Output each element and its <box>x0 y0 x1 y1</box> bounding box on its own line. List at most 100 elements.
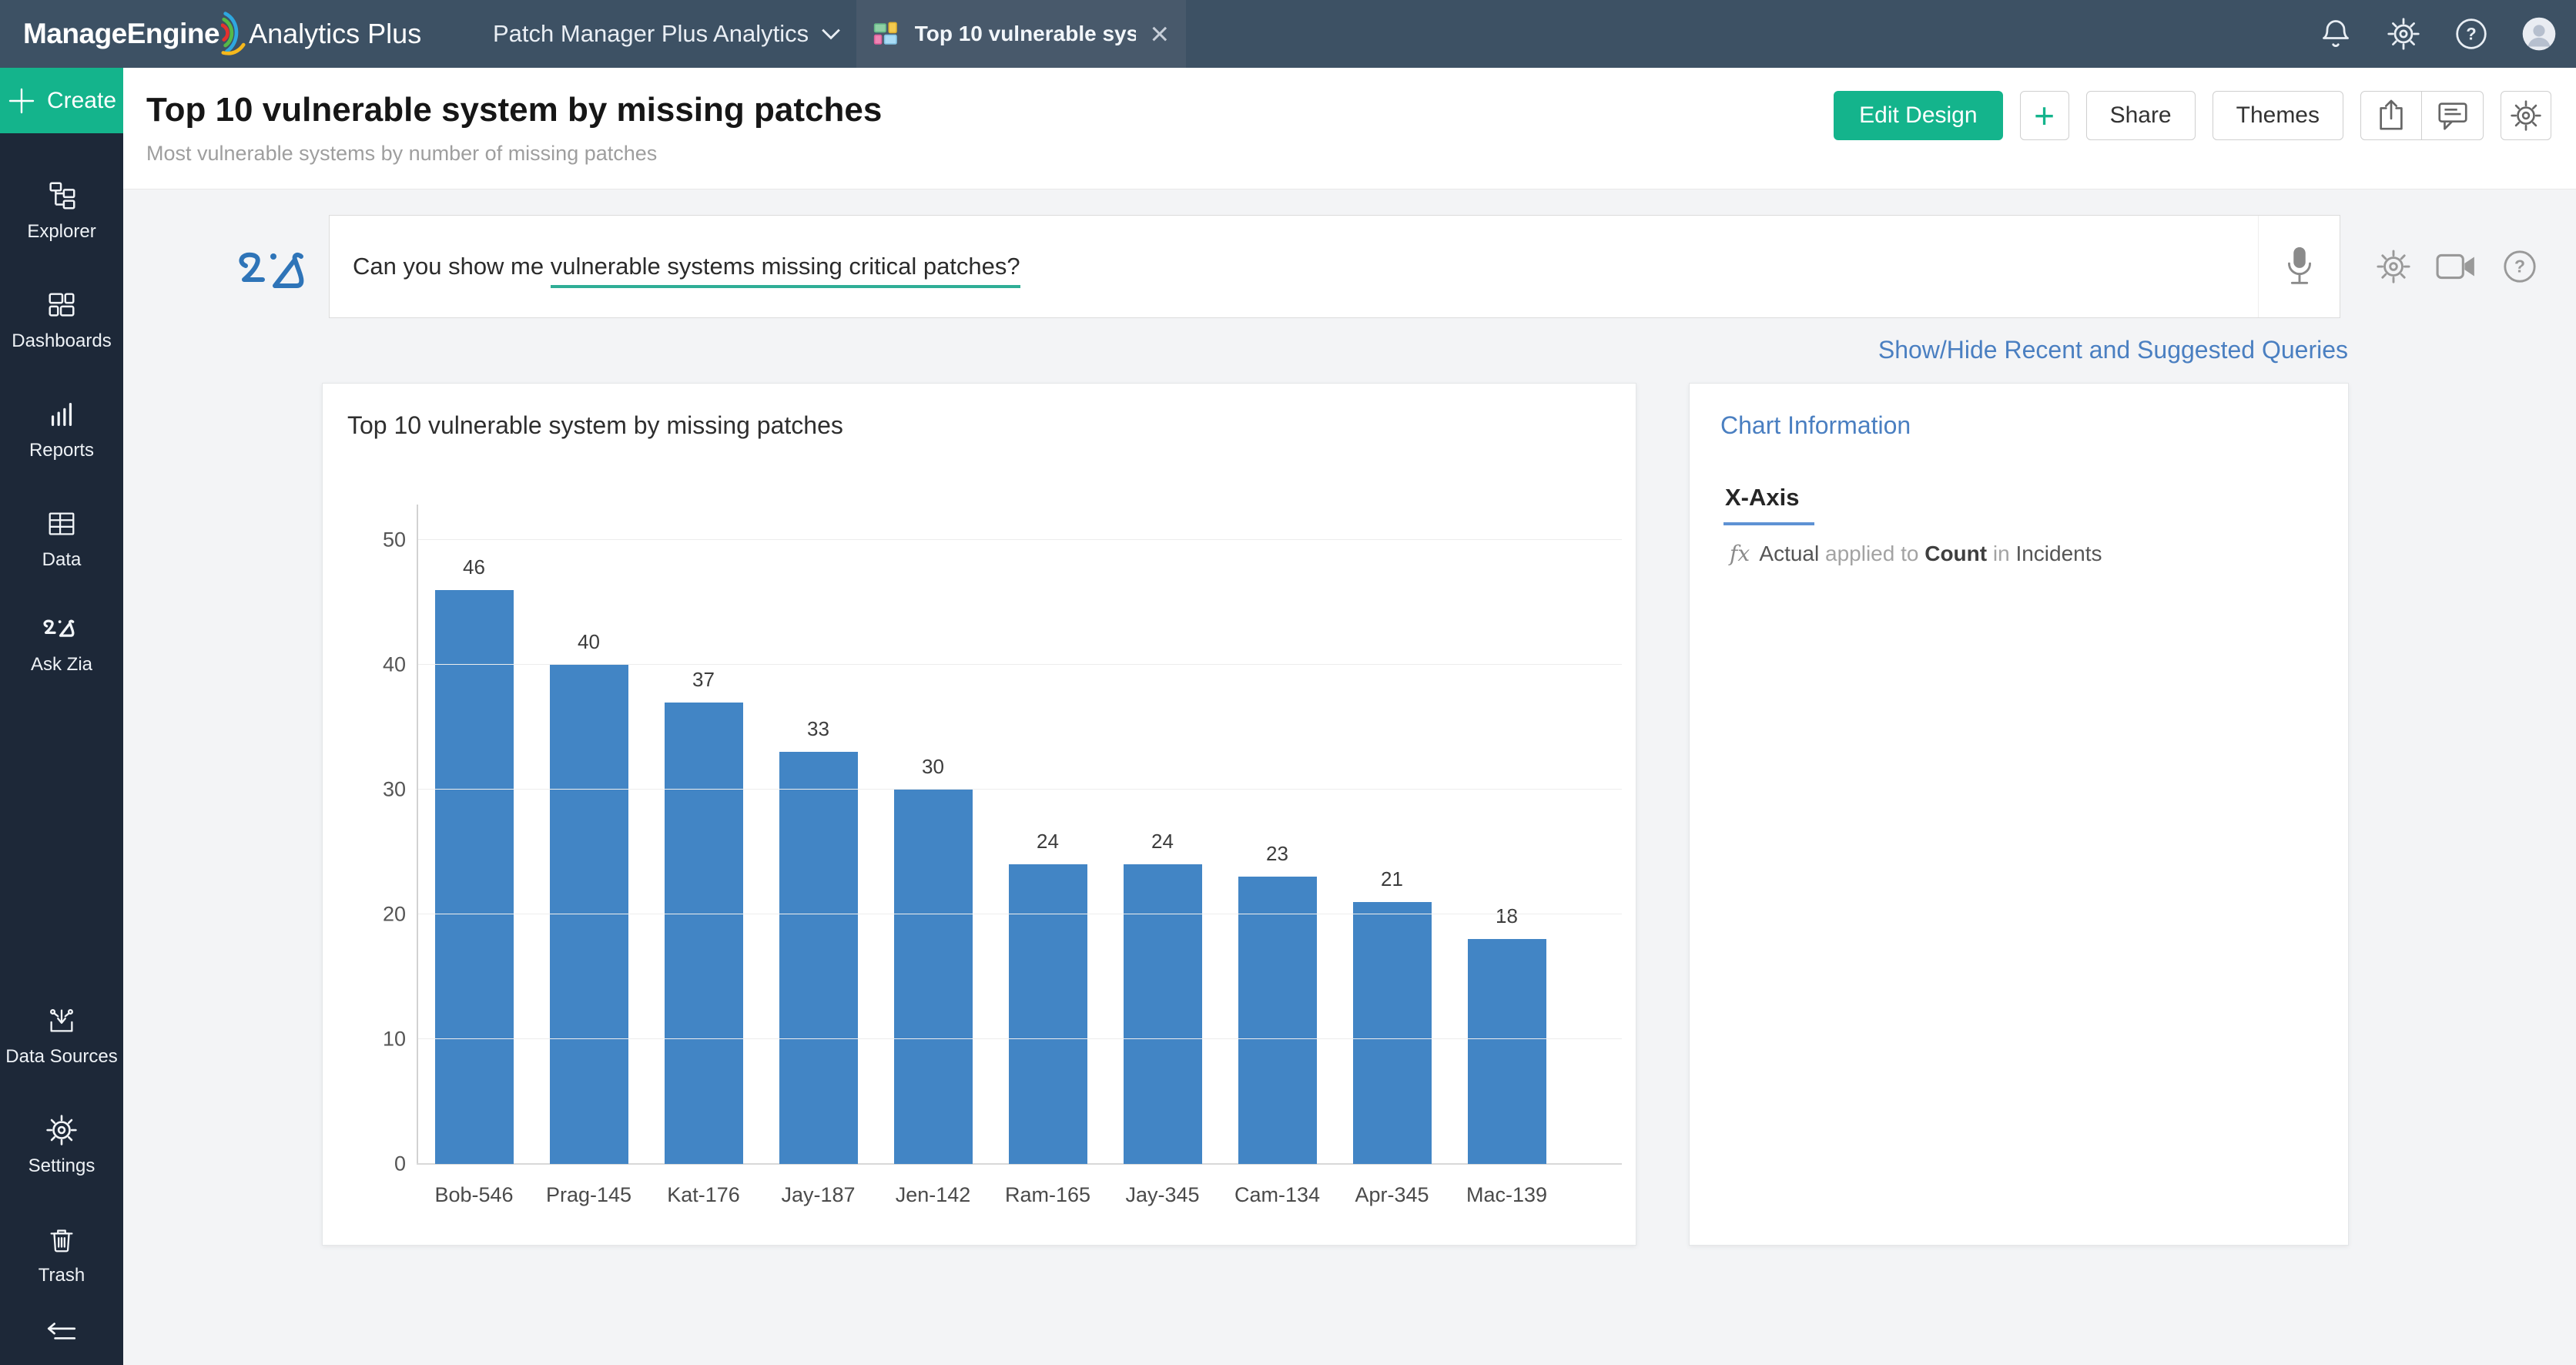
help-circle-icon[interactable]: ? <box>2454 17 2488 51</box>
dashboards-grid-icon <box>49 293 75 317</box>
sidebar-item-label: Trash <box>38 1265 85 1286</box>
svg-text:?: ? <box>2466 24 2476 43</box>
video-camera-icon[interactable] <box>2436 252 2477 281</box>
bar-slot: 18 Mac-139 <box>1449 540 1564 1206</box>
bar-value-label: 21 <box>1381 867 1403 890</box>
bar[interactable] <box>1123 864 1202 1164</box>
x-axis-category-label: Bob-546 <box>434 1183 514 1206</box>
create-button[interactable]: Create <box>0 68 123 133</box>
chart-panel: Top 10 vulnerable system by missing patc… <box>322 383 1636 1246</box>
workspace-selector[interactable]: Patch Manager Plus Analytics <box>493 0 841 68</box>
bar-slot: 23 Cam-134 <box>1220 540 1335 1206</box>
x-axis-tab[interactable]: X-Axis <box>1725 484 1800 511</box>
sidebar-item-label: Settings <box>28 1155 95 1176</box>
bar-slot: 24 Jay-345 <box>1105 540 1220 1206</box>
notification-bell-icon[interactable] <box>2319 17 2353 51</box>
topbar-right-icons: ? <box>2319 0 2576 68</box>
x-axis-category-label: Mac-139 <box>1466 1183 1548 1206</box>
bar-value-label: 18 <box>1496 904 1518 928</box>
bar-slot: 37 Kat-176 <box>646 540 761 1206</box>
x-axis-tab-underline <box>1723 522 1814 525</box>
sidebar-item-label: Explorer <box>27 221 96 242</box>
sidebar-item-label: Data Sources <box>5 1046 118 1067</box>
zia-query-input[interactable]: Can you show me vulnerable systems missi… <box>329 215 2340 318</box>
zia-toolbar: ? <box>2376 215 2537 318</box>
trash-can-icon <box>50 1229 73 1253</box>
zia-signature-icon <box>43 619 75 637</box>
zia-query-text: Can you show me vulnerable systems missi… <box>330 253 1020 288</box>
x-axis-category-label: Jay-345 <box>1125 1183 1200 1206</box>
bar[interactable] <box>1238 877 1317 1164</box>
sidebar-item-data[interactable]: Data <box>42 508 81 571</box>
sidebar-bottom-group: Data Sources Settings Trash <box>5 978 118 1365</box>
report-settings-button[interactable] <box>2501 91 2551 140</box>
gridline <box>418 539 1622 540</box>
themes-button[interactable]: Themes <box>2212 91 2343 140</box>
sidebar-item-explorer[interactable]: Explorer <box>27 179 96 243</box>
bar[interactable] <box>549 665 628 1164</box>
tab-top-10-vulnerable[interactable]: Top 10 vulnerable syste... × <box>856 0 1186 68</box>
page-subtitle: Most vulnerable systems by number of mis… <box>146 142 658 165</box>
edit-design-button[interactable]: Edit Design <box>1834 91 2003 140</box>
x-axis-category-label: Cam-134 <box>1234 1183 1321 1206</box>
sidebar-item-ask-zia[interactable]: Ask Zia <box>31 617 92 676</box>
y-axis-tick-label: 30 <box>382 777 406 801</box>
x-axis-formula: fx Actual applied to Count in Incidents <box>1730 541 2102 566</box>
y-axis-tick-label: 10 <box>382 1027 406 1051</box>
formula-applied-to: applied to <box>1825 542 1919 565</box>
zia-settings-gear-icon[interactable] <box>2376 249 2411 284</box>
manageengine-swoosh-icon <box>221 12 246 55</box>
sidebar-item-trash[interactable]: Trash <box>39 1223 85 1286</box>
bar[interactable] <box>1352 901 1432 1164</box>
header-actions: Edit Design + Share Themes <box>1834 91 2551 140</box>
microphone-button[interactable] <box>2258 216 2340 317</box>
bar[interactable] <box>779 752 858 1164</box>
data-sources-import-icon <box>50 1009 73 1032</box>
page-title: Top 10 vulnerable system by missing patc… <box>146 91 883 129</box>
sidebar-item-dashboards[interactable]: Dashboards <box>12 289 112 352</box>
formula-incidents: Incidents <box>2015 542 2102 565</box>
sidebar-item-label: Reports <box>28 440 95 461</box>
bar-chart-plot: 46 Bob-546 40 Prag-145 37 Kat-176 33 Jay-187 30 J… <box>383 505 1622 1206</box>
sidebar-item-reports[interactable]: Reports <box>29 398 94 461</box>
bar[interactable] <box>1008 864 1087 1164</box>
brand-analytics-plus: Analytics Plus <box>249 18 422 49</box>
fx-icon: fx <box>1730 541 1750 566</box>
tab-close-icon[interactable]: × <box>1150 15 1169 52</box>
bar-slot: 30 Jen-142 <box>876 540 990 1206</box>
svg-text:?: ? <box>2514 257 2525 277</box>
bar-value-label: 40 <box>578 630 600 653</box>
y-axis-tick-label: 20 <box>382 902 406 926</box>
export-button[interactable] <box>2360 91 2422 140</box>
add-button[interactable]: + <box>2019 91 2069 140</box>
share-button[interactable]: Share <box>2085 91 2196 140</box>
zia-help-circle-icon[interactable]: ? <box>2502 249 2537 284</box>
comments-button[interactable] <box>2422 91 2484 140</box>
query-highlighted-phrase: vulnerable systems missing critical patc… <box>550 253 1020 288</box>
data-table-icon <box>49 512 75 535</box>
brand-logo: ManageEngine Analytics Plus <box>23 0 421 68</box>
bar[interactable] <box>1467 939 1546 1164</box>
bar-value-label: 24 <box>1037 830 1059 854</box>
bar-slot: 46 Bob-546 <box>417 540 531 1206</box>
x-axis-category-label: Apr-345 <box>1355 1183 1429 1206</box>
x-axis-line <box>417 1163 1622 1165</box>
collapse-sidebar-icon[interactable] <box>44 1320 79 1345</box>
user-avatar[interactable] <box>2522 17 2556 51</box>
sidebar-item-settings[interactable]: Settings <box>28 1114 95 1177</box>
bar-value-label: 46 <box>463 555 485 579</box>
bar[interactable] <box>434 589 514 1164</box>
formula-in: in <box>1992 542 2010 565</box>
gridline <box>418 1038 1622 1039</box>
report-header: Top 10 vulnerable system by missing patc… <box>123 68 2576 189</box>
settings-gear-icon <box>46 1115 77 1145</box>
zia-logo-icon[interactable] <box>235 240 320 311</box>
export-comment-group <box>2360 91 2484 140</box>
bar[interactable] <box>893 790 973 1164</box>
show-hide-queries-link[interactable]: Show/Hide Recent and Suggested Queries <box>1878 336 2348 364</box>
settings-gear-icon[interactable] <box>2387 17 2420 51</box>
topbar: ManageEngine Analytics Plus Patch Manage… <box>0 0 2576 68</box>
bar[interactable] <box>664 702 743 1164</box>
y-axis-tick-label: 50 <box>382 528 406 552</box>
sidebar-item-data-sources[interactable]: Data Sources <box>5 1004 118 1068</box>
